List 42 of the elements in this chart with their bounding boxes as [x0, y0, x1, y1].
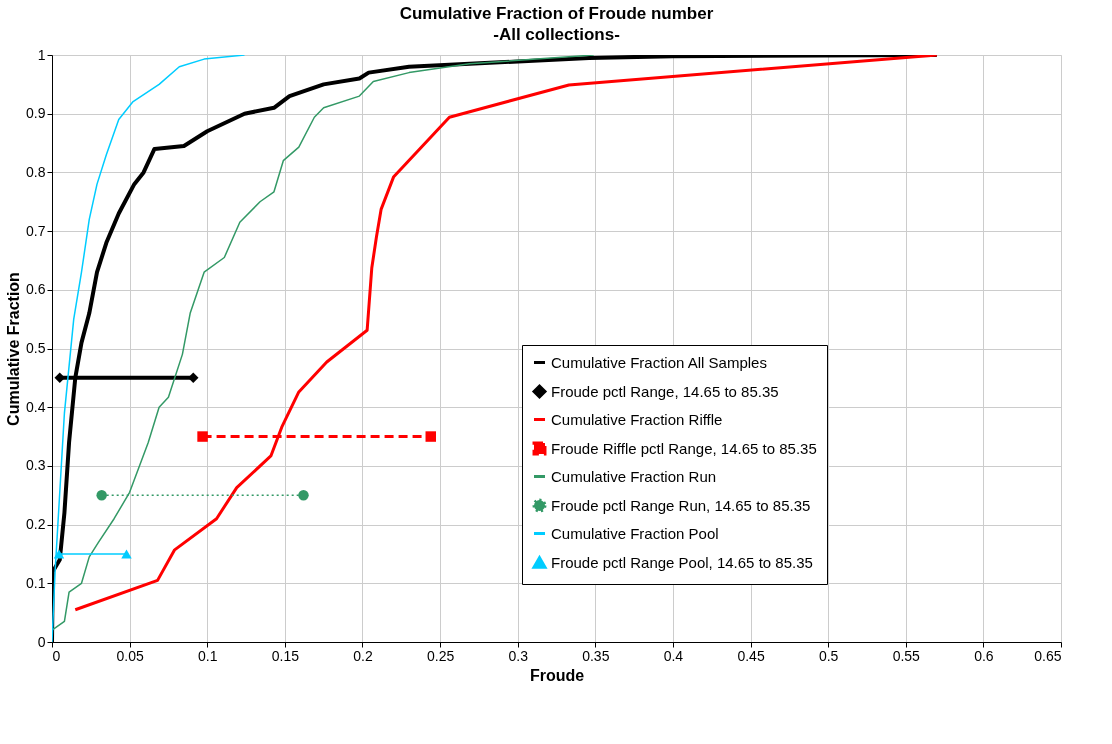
- legend-label: Froude pctl Range Pool, 14.65 to 85.35: [551, 553, 813, 571]
- x-tick-label: 0.55: [892, 647, 921, 664]
- point: [188, 372, 199, 384]
- x-tick-label: 0.5: [818, 647, 839, 664]
- chart-subtitle: -All collections-: [493, 25, 620, 44]
- x-tick-label: 0.15: [271, 647, 300, 664]
- point: [96, 490, 107, 501]
- point: [425, 431, 437, 442]
- x-tick-label: 0.1: [198, 647, 218, 664]
- legend-label: Cumulative Fraction Riffle: [551, 410, 723, 428]
- y-tick-label: 0.2: [26, 516, 46, 533]
- x-tick-label: 0.45: [737, 647, 765, 664]
- x-tick-label: 0.25: [426, 647, 455, 664]
- y-tick-label: 0.3: [26, 457, 46, 474]
- y-axis-title: Cumulative Fraction: [5, 272, 23, 426]
- legend-label: Froude pctl Range Run, 14.65 to 85.35: [551, 496, 811, 514]
- y-tick-label: 0.7: [26, 222, 46, 239]
- y-tick-label: 1: [37, 46, 46, 63]
- x-tick-label: 0.3: [508, 647, 529, 664]
- x-tick-label: 0.05: [116, 647, 144, 664]
- point: [197, 431, 208, 442]
- x-axis-title: Froude: [529, 666, 585, 684]
- point: [298, 490, 309, 501]
- y-tick-label: 0.6: [26, 281, 46, 298]
- x-tick-label: 0.6: [974, 647, 994, 664]
- y-tick-label: 0.9: [26, 105, 46, 122]
- y-tick-label: 0.1: [26, 574, 46, 591]
- x-tick-label: 0.4: [663, 647, 684, 664]
- x-tick-label: 0.2: [353, 647, 373, 664]
- y-tick-label: 0.4: [26, 398, 46, 415]
- x-tick-label: 0.35: [582, 647, 610, 664]
- y-tick-label: 0: [37, 633, 46, 650]
- x-tick-label: 0.65: [1034, 647, 1062, 664]
- chart-title: Cumulative Fraction of Froude number: [399, 4, 714, 23]
- legend-label: Cumulative Fraction All Samples: [551, 353, 767, 371]
- y-tick-label: 0.5: [26, 340, 46, 356]
- x-tick-label: 0: [52, 647, 61, 664]
- legend-label: Froude Riffle pctl Range, 14.65 to 85.35: [551, 439, 817, 457]
- legend-label: Cumulative Fraction Pool: [551, 524, 719, 542]
- y-tick-label: 0.8: [26, 163, 46, 180]
- legend-label: Froude pctl Range, 14.65 to 85.35: [551, 382, 779, 400]
- legend-label: Cumulative Fraction Run: [551, 467, 717, 485]
